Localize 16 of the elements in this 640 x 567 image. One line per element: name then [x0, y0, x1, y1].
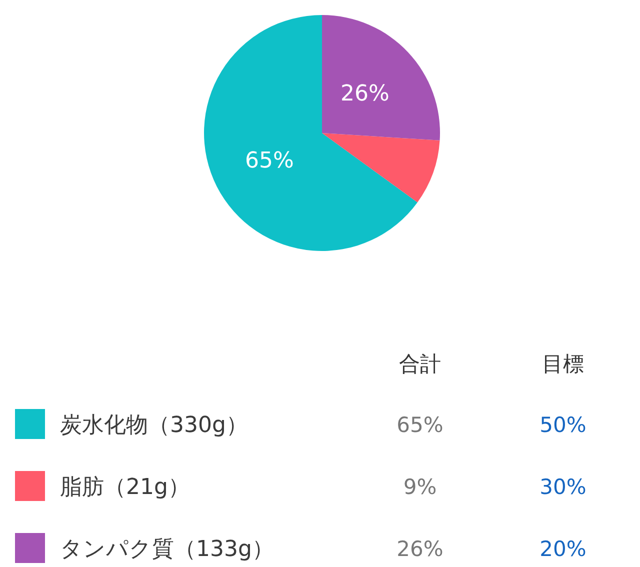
- legend-label: タンパク質（133g）: [60, 537, 274, 562]
- legend-label: 脂肪（21g）: [60, 475, 190, 500]
- pie-slice: [204, 15, 418, 251]
- data-label: 65%: [244, 148, 294, 174]
- pie-slice: [322, 15, 440, 140]
- pie-slice: [322, 133, 440, 202]
- data-label: 9%: [403, 475, 437, 499]
- data-label: 26%: [340, 81, 390, 106]
- text: 50%: [540, 413, 586, 437]
- text: 30%: [540, 475, 586, 499]
- text: 20%: [540, 537, 586, 561]
- text: 目標: [542, 352, 584, 376]
- text: 65%: [396, 413, 444, 437]
- text: 合計: [399, 352, 441, 376]
- legend-label: 炭水化物（330g）: [60, 413, 248, 438]
- text: 26%: [396, 537, 444, 561]
